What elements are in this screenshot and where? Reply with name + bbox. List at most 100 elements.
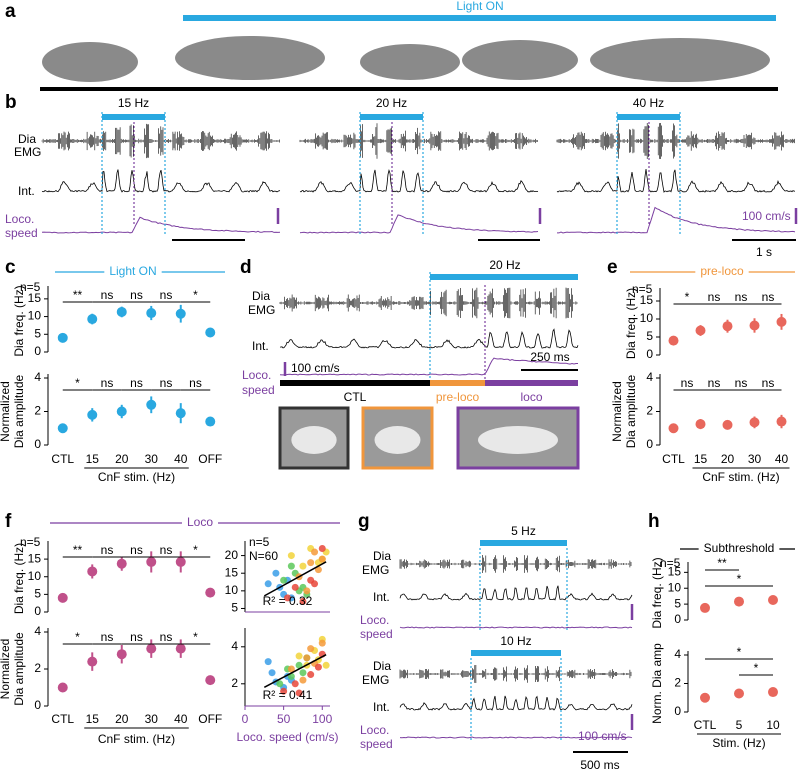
y-tick-label: 0 (646, 437, 653, 451)
scatter-point (280, 576, 288, 584)
emg-trace (399, 555, 632, 573)
scale-label: 250 ms (530, 350, 569, 364)
y-tick-label: 4 (646, 370, 653, 384)
trace-label: EMG (14, 145, 41, 159)
x-tick-label: 50 (277, 712, 291, 726)
y-tick-label: 0 (34, 604, 41, 618)
stim-label: 15 Hz (118, 96, 149, 110)
sig-label: ns (101, 543, 114, 557)
note: n=5 (20, 535, 41, 549)
y-tick-label: 5 (646, 329, 653, 343)
y-axis-label: Normalized (0, 381, 12, 442)
y-tick-label: 5 (34, 587, 41, 601)
mean-dot (722, 321, 733, 332)
integrated-trace (41, 169, 281, 193)
integrated-trace (399, 585, 633, 601)
scatter-point (295, 689, 303, 697)
sig-label: * (737, 572, 742, 586)
scatter-point (295, 661, 303, 669)
mean-dot (146, 399, 157, 410)
scatter-point (311, 580, 319, 588)
y-axis-label: Dia freq. (Hz) (624, 288, 638, 359)
mean-dot (57, 423, 68, 434)
panel-title: Light ON (109, 264, 156, 278)
mean-dot (146, 308, 157, 319)
mean-dot (668, 423, 679, 434)
mean-dot (205, 675, 216, 686)
y-tick-label: 2 (34, 661, 41, 675)
x-tick-label: 15 (86, 712, 100, 726)
label: EMG (248, 303, 275, 317)
scatter-point (287, 552, 295, 560)
y-tick-label: 4 (34, 370, 41, 384)
y-tick-label: 5 (674, 596, 681, 610)
panel-letter: d (240, 257, 252, 278)
panel-letter: h (648, 511, 660, 532)
mean-dot (116, 649, 127, 660)
mouse-image (462, 40, 578, 80)
mean-dot (57, 592, 68, 603)
y-tick-label: 5 (34, 326, 41, 340)
mean-dot (205, 587, 216, 598)
scale-label: 100 cm/s (291, 361, 340, 375)
mouse-image (478, 426, 558, 454)
y-tick-label: 0 (34, 437, 41, 451)
sig-label: ns (130, 630, 143, 644)
label: Dia (373, 549, 391, 563)
x-tick-label: 30 (145, 452, 159, 466)
light-label: Light ON (456, 0, 503, 13)
x-tick-label: 5 (736, 718, 743, 732)
x-tick-label: 15 (694, 452, 708, 466)
label: Loco. (242, 368, 271, 382)
trace-label: Loco. (5, 212, 34, 226)
mean-dot (776, 316, 787, 327)
sig-label: * (193, 630, 198, 644)
scatter-point (287, 665, 295, 673)
sig-label: ns (708, 290, 721, 304)
y-axis-label: Dia freq. (Hz) (12, 285, 26, 356)
x-axis-label: Stim. (Hz) (712, 736, 765, 750)
sig-label: ns (160, 543, 173, 557)
x-tick-label: 30 (145, 712, 159, 726)
integrated-trace (279, 328, 579, 349)
sig-label: * (754, 661, 759, 675)
mean-dot (205, 416, 216, 427)
label: EMG (362, 673, 389, 687)
x-tick-label: OFF (198, 452, 222, 466)
note: n=5 (632, 282, 653, 296)
label: speed (360, 737, 393, 751)
scatter-point (314, 566, 322, 574)
mean-dot (146, 643, 157, 654)
x-tick-label: CTL (51, 712, 74, 726)
emg-trace (41, 123, 280, 159)
scatter-point (264, 658, 272, 666)
y-tick-label: 2 (646, 404, 653, 418)
y-axis-label: Dia freq. (Hz) (12, 543, 26, 614)
scatter-point (311, 548, 319, 556)
y-tick-label: 20 (225, 548, 239, 562)
mean-dot (175, 643, 186, 654)
mean-dot (722, 419, 733, 430)
label: speed (242, 383, 275, 397)
label: Dia (252, 289, 270, 303)
speed-trace (41, 216, 281, 234)
label: EMG (362, 563, 389, 577)
mouse-image (291, 426, 337, 454)
phase-label: pre-loco (436, 390, 480, 404)
scatter-point (318, 545, 326, 553)
y-tick-label: 10 (28, 569, 42, 583)
scatter-point (307, 559, 315, 567)
fit-line (263, 654, 327, 688)
label: speed (360, 627, 393, 641)
label: Int. (373, 700, 390, 714)
scatter-point (276, 680, 284, 688)
scale-label: 100 cm/s (742, 209, 791, 223)
mean-dot (768, 594, 778, 605)
mean-dot (734, 596, 744, 607)
stim-label: 5 Hz (511, 524, 536, 538)
sig-label: ns (189, 376, 202, 390)
mouse-image (360, 44, 460, 80)
label: Int. (373, 590, 390, 604)
scatter-point (299, 676, 307, 684)
